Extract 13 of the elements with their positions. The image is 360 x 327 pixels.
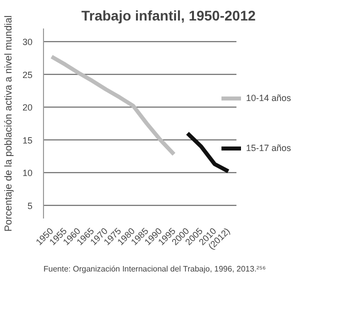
line-series: [50, 54, 176, 156]
chart-title: Trabajo infantil, 1950-2012: [81, 8, 256, 24]
y-tick-label: 10: [22, 168, 33, 178]
line-series: [186, 131, 230, 174]
y-tick-label: 15: [22, 135, 33, 146]
y-axis-title: Porcentaje de la población activa a nivel mundial: [3, 15, 14, 232]
legend-label: 15-17 años: [246, 143, 291, 153]
y-tick-label: 20: [22, 102, 33, 113]
legend-label: 10-14 años: [246, 93, 291, 103]
y-tick-label: 30: [22, 37, 33, 48]
y-tick-label: 5: [27, 200, 33, 211]
source-note: Fuente: Organización Internacional del Trabajo, 1996, 2013.²⁵⁶: [44, 264, 266, 274]
y-tick-label: 25: [22, 70, 33, 80]
